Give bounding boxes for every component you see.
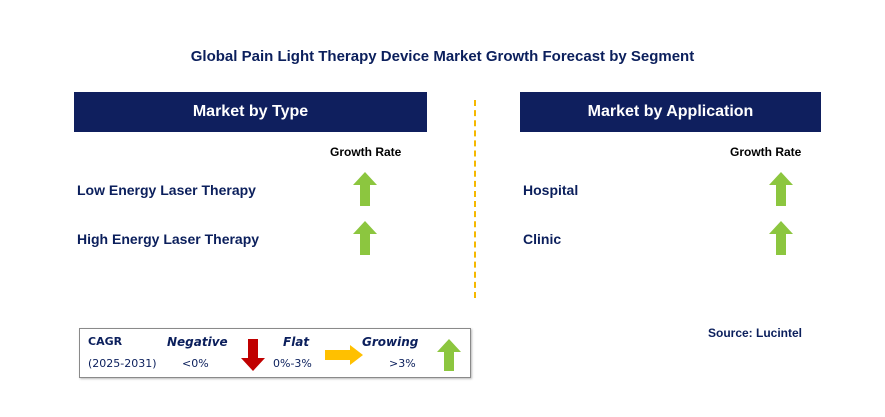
legend-growing-range: >3% <box>389 357 416 370</box>
up-arrow-icon <box>353 221 377 255</box>
growth-rate-label-type: Growth Rate <box>330 145 402 159</box>
cagr-legend: CAGR (2025-2031) Negative <0% Flat 0%-3%… <box>79 328 471 378</box>
row-label-hospital: Hospital <box>523 182 579 198</box>
legend-cagr-label: CAGR <box>88 335 123 348</box>
right-arrow-icon <box>325 345 363 365</box>
growth-rate-label-application: Growth Rate <box>730 145 802 159</box>
up-arrow-icon <box>769 172 793 206</box>
row-label-clinic: Clinic <box>523 231 562 247</box>
row-label-high-energy-laser-therapy: High Energy Laser Therapy <box>77 231 260 247</box>
source-note: Source: Lucintel <box>708 326 803 340</box>
legend-negative-label: Negative <box>167 335 228 349</box>
panel-divider <box>474 100 476 298</box>
market-by-application-header: Market by Application <box>520 92 821 132</box>
chart-title: Global Pain Light Therapy Device Market … <box>190 48 695 65</box>
up-arrow-icon <box>769 221 793 255</box>
legend-growing-label: Growing <box>362 335 419 349</box>
legend-flat-range: 0%-3% <box>273 357 312 370</box>
legend-negative-range: <0% <box>182 357 209 370</box>
up-arrow-icon <box>353 172 377 206</box>
row-label-low-energy-laser-therapy: Low Energy Laser Therapy <box>77 182 256 198</box>
market-by-type-header: Market by Type <box>74 92 427 132</box>
legend-period: (2025-2031) <box>88 357 157 370</box>
down-arrow-icon <box>241 339 265 371</box>
up-arrow-icon <box>437 339 461 371</box>
legend-flat-label: Flat <box>283 335 310 349</box>
